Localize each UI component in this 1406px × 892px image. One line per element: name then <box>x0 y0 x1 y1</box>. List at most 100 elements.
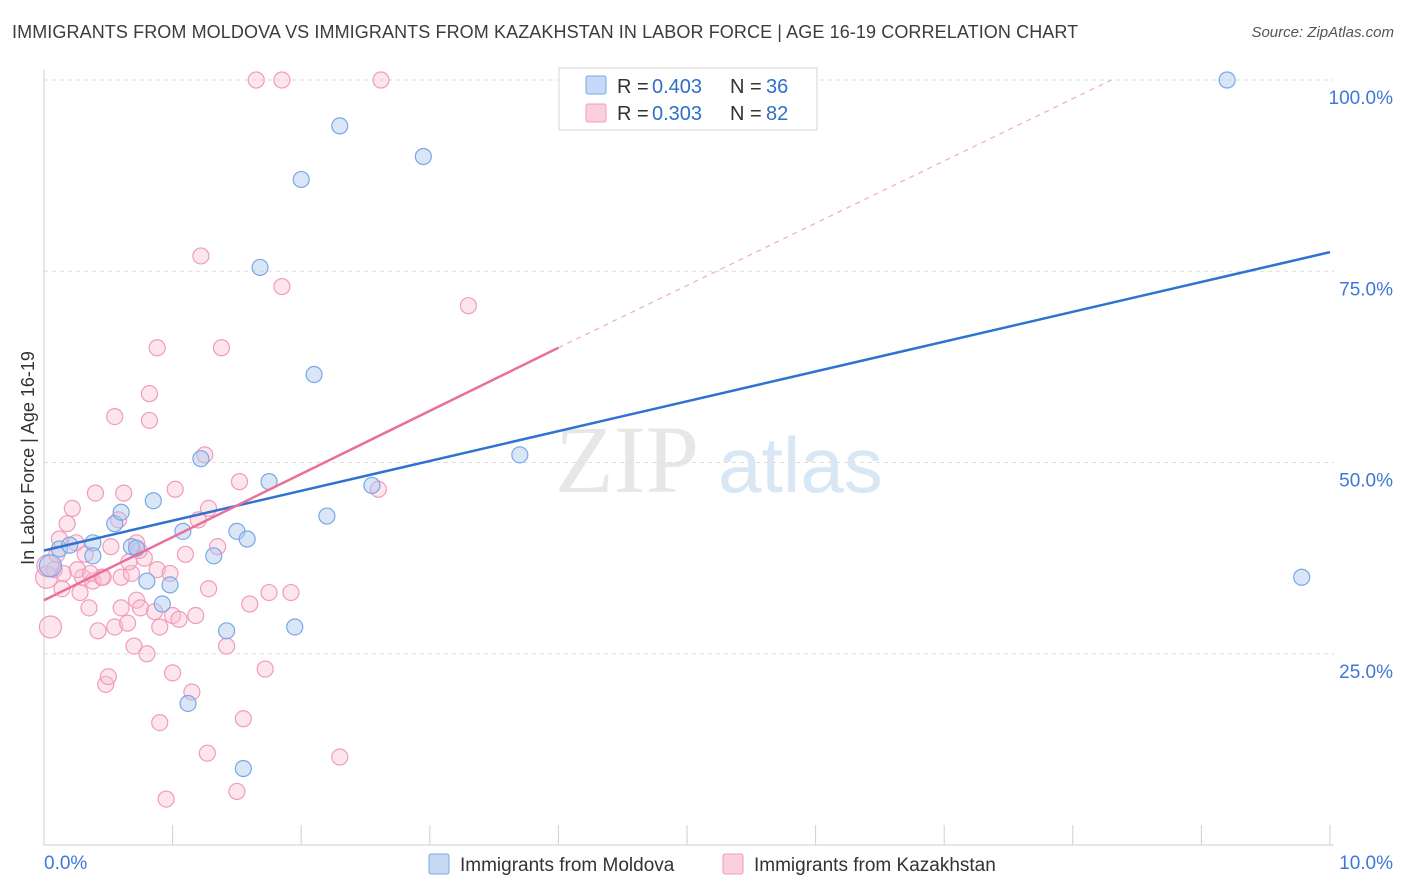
moldova-point <box>286 618 304 636</box>
moldova-n-label: N = <box>730 76 762 98</box>
kazakhstan-point <box>241 595 259 613</box>
kazakhstan-point <box>209 538 227 556</box>
kazakhstan-point <box>372 71 390 89</box>
kazakhstan-point <box>230 473 249 491</box>
kazakhstan-point <box>148 560 166 579</box>
moldova-point <box>238 530 256 548</box>
kazakhstan-trend-extension <box>558 79 1112 349</box>
kazakhstan-point <box>99 668 117 686</box>
kazakhstan-point <box>200 580 218 598</box>
data-points <box>34 71 1311 808</box>
y-tick-label: 75.0% <box>1339 279 1393 300</box>
watermark-atlas: atlas <box>718 421 883 509</box>
kazakhstan-point <box>164 664 182 682</box>
moldova-point <box>414 147 432 166</box>
moldova-point <box>38 554 63 578</box>
moldova-point <box>179 694 197 713</box>
kazakhstan-point <box>102 538 120 556</box>
y-axis-label: In Labor Force | Age 16-19 <box>18 351 38 565</box>
kazakhstan-point <box>282 583 300 602</box>
kazakhstan-point <box>140 411 159 430</box>
watermark-zip: ZIP <box>555 406 699 513</box>
kazakhstan-point <box>38 615 63 639</box>
moldova-point <box>205 547 223 565</box>
moldova-point <box>1293 568 1311 586</box>
kazakhstan-point <box>58 515 76 533</box>
axes <box>43 70 1334 846</box>
moldova-point <box>292 170 310 189</box>
legend-kazakhstan-swatch-icon <box>722 853 744 875</box>
kazakhstan-point <box>112 568 130 586</box>
moldova-point <box>192 450 210 468</box>
kazakhstan-point <box>71 583 89 602</box>
kazakhstan-point <box>68 560 87 579</box>
legend-kazakhstan-label: Immigrants from Kazakhstan <box>754 855 996 876</box>
moldova-point <box>138 572 156 590</box>
kazakhstan-point <box>228 782 246 801</box>
y-tick-label: 25.0% <box>1339 662 1393 683</box>
moldova-point <box>251 258 269 277</box>
kazakhstan-n-value: 82 <box>766 103 788 125</box>
legend-moldova-swatch-icon <box>428 853 450 875</box>
moldova-point <box>144 492 162 510</box>
kazakhstan-point <box>260 583 278 602</box>
kazakhstan-swatch-icon <box>585 103 607 123</box>
moldova-point <box>305 365 323 384</box>
kazakhstan-point <box>63 499 81 517</box>
moldova-trend-line <box>43 250 1331 552</box>
kazakhstan-n-label: N = <box>730 103 762 125</box>
moldova-point <box>1218 71 1236 89</box>
legend-moldova-label: Immigrants from Moldova <box>460 855 675 876</box>
kazakhstan-point <box>86 484 105 502</box>
moldova-point <box>161 576 179 594</box>
kazakhstan-point <box>459 297 477 315</box>
kazakhstan-point <box>151 618 169 636</box>
moldova-point <box>331 117 349 135</box>
kazakhstan-point <box>89 622 107 640</box>
kazakhstan-point <box>125 637 143 655</box>
kazakhstan-point <box>118 614 137 632</box>
kazakhstan-point <box>212 339 231 357</box>
chart-title: IMMIGRANTS FROM MOLDOVA VS IMMIGRANTS FR… <box>12 22 1079 42</box>
kazakhstan-point <box>138 645 156 663</box>
kazakhstan-point <box>157 790 175 808</box>
x-tick-label: 10.0% <box>1339 853 1393 874</box>
trend-lines <box>43 79 1331 602</box>
kazakhstan-point <box>247 71 265 89</box>
kazakhstan-point <box>131 599 150 617</box>
moldova-point <box>318 507 336 525</box>
kazakhstan-point <box>170 610 188 628</box>
x-tick-label: 0.0% <box>44 853 87 874</box>
kazakhstan-point <box>198 744 216 762</box>
kazakhstan-point <box>140 385 159 403</box>
moldova-r-label: R = <box>617 76 649 98</box>
kazakhstan-point <box>166 480 184 498</box>
stats-legend: R = 0.403 N = 36 R = 0.303 N = 82 <box>558 67 818 131</box>
kazakhstan-point <box>256 660 274 678</box>
kazakhstan-point <box>112 599 130 617</box>
moldova-point <box>511 446 529 464</box>
kazakhstan-trend-line <box>43 346 559 602</box>
kazakhstan-point <box>148 339 166 357</box>
source-label: Source: ZipAtlas.com <box>1251 24 1394 41</box>
kazakhstan-point <box>187 606 205 625</box>
kazakhstan-point <box>115 484 133 502</box>
kazakhstan-point <box>192 247 210 265</box>
tick-labels: 25.0% 50.0% 75.0% 100.0% 0.0% 10.0% <box>44 88 1393 874</box>
kazakhstan-point <box>176 545 195 563</box>
kazakhstan-point <box>218 637 236 655</box>
y-tick-label: 50.0% <box>1339 471 1393 492</box>
series-legend: Immigrants from Moldova Immigrants from … <box>428 853 996 876</box>
kazakhstan-point <box>106 408 124 426</box>
kazakhstan-r-label: R = <box>617 103 649 125</box>
kazakhstan-point <box>234 710 252 728</box>
moldova-r-value: 0.403 <box>652 76 702 98</box>
moldova-point <box>153 595 171 613</box>
moldova-point <box>112 503 130 521</box>
kazakhstan-point <box>106 618 124 636</box>
moldova-point <box>363 476 381 495</box>
moldova-point <box>234 759 252 778</box>
moldova-n-value: 36 <box>766 76 788 98</box>
y-tick-label: 100.0% <box>1329 88 1394 109</box>
